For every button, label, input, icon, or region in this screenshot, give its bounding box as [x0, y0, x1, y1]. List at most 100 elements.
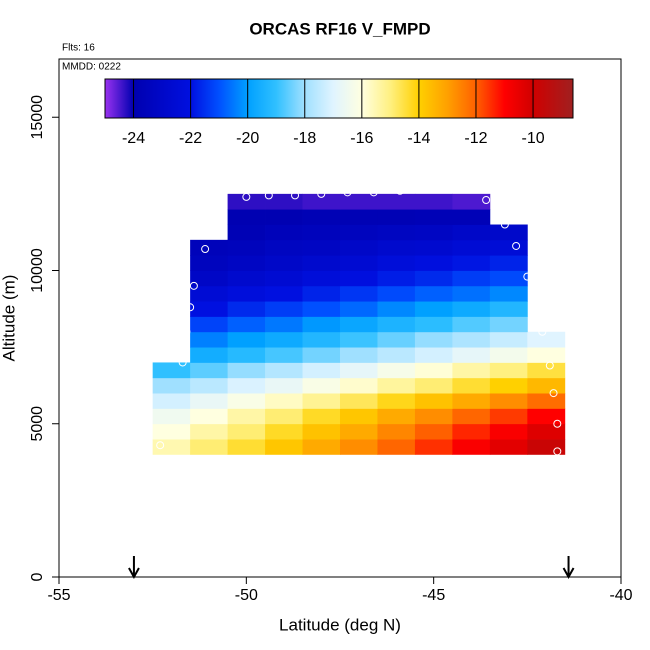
heatmap-cell	[340, 270, 378, 287]
x-axis-label: Latitude (deg N)	[279, 615, 401, 634]
heatmap-cell	[452, 439, 491, 455]
heatmap-cell	[414, 301, 453, 317]
colorbar-tick-label: -22	[179, 130, 202, 147]
x-tick-label: -55	[47, 587, 70, 604]
track-point	[156, 441, 165, 450]
track-point	[189, 281, 198, 290]
heatmap-cell	[377, 331, 416, 348]
heatmap-cell	[302, 393, 341, 409]
heatmap-cell	[190, 439, 228, 455]
colorbar-tick-label: -12	[464, 130, 487, 147]
track-point	[369, 188, 378, 197]
heatmap-cell	[377, 193, 416, 210]
heatmap-cell	[227, 393, 266, 409]
heatmap-cell	[265, 331, 303, 348]
heatmap-cell	[414, 331, 453, 348]
heatmap-cell	[452, 377, 491, 394]
y-tick-label: 5000	[29, 406, 46, 442]
track-point	[201, 245, 210, 254]
heatmap-cell	[489, 301, 528, 317]
heatmap-cell	[452, 270, 491, 287]
heatmap-cell	[414, 316, 453, 333]
chart-title: ORCAS RF16 V_FMPD	[249, 19, 430, 38]
heatmap-cell	[527, 393, 566, 409]
heatmap-cell	[152, 393, 191, 409]
track-point	[553, 419, 562, 428]
heatmap-cell	[414, 239, 453, 256]
heatmap-cell	[377, 301, 416, 317]
heatmap-cell	[190, 423, 228, 440]
heatmap-cell	[452, 347, 491, 363]
heatmap-cell	[302, 423, 341, 440]
heatmap-cell	[152, 423, 191, 440]
heatmap-cell	[414, 393, 453, 409]
heatmap-cell	[527, 362, 566, 379]
heatmap-cell	[452, 331, 491, 348]
heatmap-cell	[340, 423, 378, 440]
heatmap-cell	[340, 255, 378, 271]
heatmap-cell	[227, 439, 266, 455]
arrow-marker	[562, 556, 575, 580]
heatmap-cell	[190, 362, 228, 379]
x-tick-label: -45	[422, 587, 445, 604]
track-point	[291, 191, 300, 200]
x-tick-label: -40	[609, 587, 632, 604]
track-point	[178, 358, 187, 367]
heatmap-cell	[414, 423, 453, 440]
heatmap-cell	[452, 423, 491, 440]
heatmap-cell	[452, 362, 491, 379]
x-tick-label: -50	[235, 587, 258, 604]
heatmap-cell	[414, 362, 453, 379]
heatmap-cell	[265, 377, 303, 394]
heatmap-cell	[489, 316, 528, 333]
heatmap-cell	[489, 362, 528, 379]
colorbar-tick-label: -20	[236, 130, 259, 147]
heatmap-cell	[227, 270, 266, 287]
plot-frame	[58, 58, 622, 578]
heatmap-cell	[340, 377, 378, 394]
heatmap-cell	[489, 439, 528, 455]
arrow-head	[128, 567, 140, 580]
heatmap-cell	[527, 331, 566, 348]
y-tick-label: 15000	[29, 95, 46, 140]
heatmap-cell	[227, 301, 266, 317]
heatmap-cell	[414, 270, 453, 287]
heatmap-cell	[190, 347, 228, 363]
heatmap-cell	[190, 285, 228, 302]
heatmap-cell	[377, 408, 416, 425]
heatmap-cell	[377, 239, 416, 256]
track-point	[523, 272, 532, 281]
heatmap-cell	[302, 209, 341, 225]
heatmap-cell	[152, 408, 191, 425]
track-point	[549, 389, 558, 398]
heatmap-cell	[302, 377, 341, 394]
heatmap-cell	[414, 255, 453, 271]
heatmap-cell	[340, 301, 378, 317]
heatmap-cell	[302, 362, 341, 379]
heatmap-cell	[227, 347, 266, 363]
heatmap-cell	[190, 270, 228, 287]
heatmap-cell	[377, 439, 416, 455]
track-point	[152, 456, 161, 465]
heatmap-cell	[489, 393, 528, 409]
heatmap-cell	[340, 316, 378, 333]
heatmap-cell	[227, 423, 266, 440]
heatmap-cell	[340, 239, 378, 256]
track-point	[182, 327, 191, 336]
heatmap-cell	[190, 255, 228, 271]
heatmap-cell	[377, 393, 416, 409]
heatmap-cell	[190, 377, 228, 394]
track-point	[317, 189, 326, 198]
heatmap-cell	[227, 316, 266, 333]
heatmap-cell	[489, 408, 528, 425]
heatmap-cell	[527, 347, 566, 363]
heatmap-cell	[302, 439, 341, 455]
colorbar-tick-label: -14	[407, 130, 430, 147]
track-point	[343, 188, 352, 197]
heatmap-cell	[227, 408, 266, 425]
heatmap-cell	[302, 239, 341, 256]
heatmap-cell	[227, 224, 266, 241]
heatmap-cell	[265, 316, 303, 333]
heatmap-cell	[377, 224, 416, 241]
colorbar-tick-label: -18	[293, 130, 316, 147]
